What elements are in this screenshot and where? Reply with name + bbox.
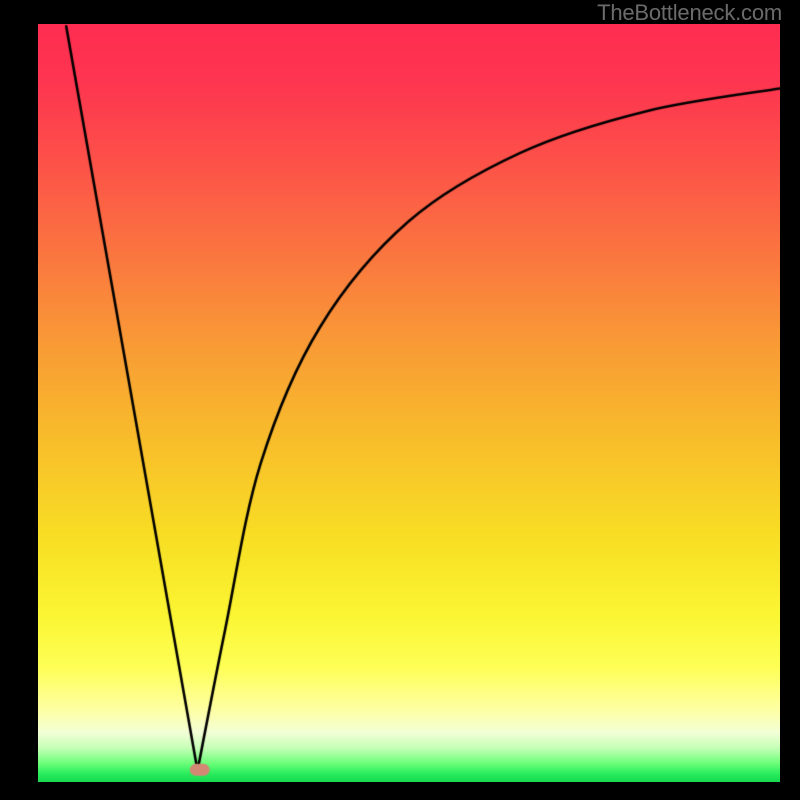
watermark-text: TheBottleneck.com [597,0,782,26]
chart-frame: TheBottleneck.com [0,0,800,800]
plot-area [38,24,780,782]
bottleneck-curve-canvas [38,24,780,782]
